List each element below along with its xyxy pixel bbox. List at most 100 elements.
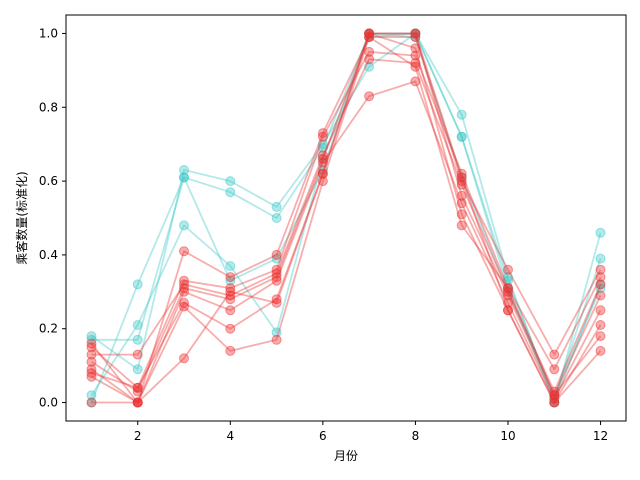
data-point [271,249,282,260]
series-line [91,32,602,400]
data-point [86,371,97,382]
data-point [179,220,189,231]
data-point [225,290,236,301]
series-line [90,32,602,403]
data-point [271,334,282,345]
data-point [456,220,467,231]
data-point [132,334,143,345]
data-point [456,179,467,190]
data-point [179,301,189,312]
series-line [91,32,602,404]
data-point [225,286,236,297]
data-point [595,264,606,275]
data-point [595,227,606,238]
y-axis-label: 乘客数量(标准化) [14,171,29,264]
data-point [317,176,328,187]
data-point [595,279,606,290]
data-point [410,32,421,43]
data-point [503,283,513,294]
data-point [595,290,606,301]
data-point [86,331,97,342]
series-line [90,32,602,404]
data-point [503,272,513,283]
x-tick-label: 6 [319,429,327,443]
data-point [503,275,513,286]
data-point [503,305,513,316]
series-line [90,51,602,389]
data-point [410,58,421,68]
y-tick-label: 0.2 [39,322,58,336]
data-point [549,390,560,401]
series-line [91,32,602,397]
data-point [179,275,189,286]
data-point [549,397,560,408]
data-point [364,32,375,43]
data-point [456,168,467,179]
data-point [86,368,97,378]
data-point [410,43,421,54]
series-red-9 [86,76,606,408]
series-red-5 [86,32,606,408]
data-point [595,283,606,294]
data-point [364,46,375,57]
data-point [503,297,513,308]
data-point [317,128,328,139]
data-point [179,353,189,364]
data-point [271,264,282,275]
data-point [86,356,97,367]
data-point [503,290,513,301]
data-point [317,153,328,164]
y-tick-label: 1.0 [39,26,58,40]
series-red-6 [86,46,606,393]
data-point [132,382,143,393]
plot-frame [65,14,627,422]
data-point [225,261,236,271]
data-point [410,50,421,61]
data-point [317,142,328,153]
data-point [271,327,282,338]
data-point [364,61,375,72]
data-point [317,150,328,161]
data-point [456,172,467,183]
data-point [271,201,282,212]
data-point [595,331,606,342]
data-point [132,320,143,330]
y-tick-label: 0.6 [39,174,58,188]
x-tick-label: 4 [226,429,234,443]
data-point [595,253,606,264]
data-point [225,187,236,198]
x-axis-label: 月份 [334,449,358,463]
series-line [91,58,602,393]
data-point [86,349,97,360]
data-point [86,342,97,353]
y-tick-label: 0.0 [39,396,58,410]
series-red-12 [86,28,606,408]
data-point [179,172,189,183]
data-point [317,157,328,168]
data-point [179,246,189,257]
data-point [549,393,560,404]
x-tick-label: 8 [412,429,420,443]
data-point [225,305,236,316]
data-point [595,345,606,356]
data-point [179,279,189,290]
series-line [90,32,602,404]
series-line [91,36,602,404]
data-point [595,305,606,316]
data-point [225,294,236,305]
data-point [86,397,97,408]
series-red-11 [86,32,606,408]
x-tick-label: 2 [134,429,142,443]
data-point [225,283,236,294]
data-point [595,320,606,330]
data-point [179,286,189,297]
data-point [271,275,282,286]
data-point [364,54,375,65]
data-point [86,390,97,401]
data-point [456,198,467,209]
data-point [364,28,375,39]
data-point [317,168,328,179]
data-point [225,345,236,356]
data-point [225,176,236,187]
series-line [90,36,602,404]
